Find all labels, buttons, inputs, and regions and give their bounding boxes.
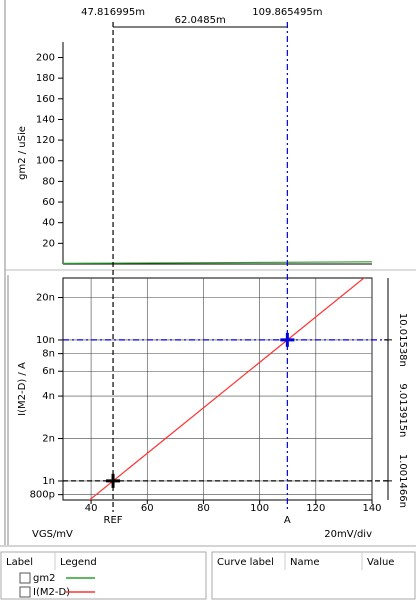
legend-label: gm2: [33, 573, 55, 584]
y-tick-label: 2n: [42, 434, 55, 445]
y-tick-label: 140: [36, 114, 55, 125]
cursor-cross: [280, 332, 295, 347]
y-tick-label: 100: [36, 156, 55, 167]
cursor-x-value: 47.816995m: [81, 7, 145, 18]
y-tick-label: 4n: [42, 391, 55, 402]
y-tick-label: 1n: [42, 476, 55, 487]
cursor-delta-x: 62.0485m: [175, 15, 226, 26]
cursor-cross: [106, 473, 121, 488]
y-tick-label: 8n: [42, 349, 55, 360]
column-header: Value: [367, 557, 394, 568]
y-tick-label: 80: [42, 176, 55, 187]
y-tick-label: 160: [36, 94, 55, 105]
x-tick-label: 60: [141, 503, 154, 514]
legend-checkbox[interactable]: [19, 572, 31, 584]
cursor-y-value: 10.01538n: [397, 313, 408, 367]
x-tick-label: 80: [197, 503, 210, 514]
cursor-delta-y: 9.013915n: [397, 383, 408, 437]
column-header: Label: [6, 557, 33, 568]
x-tick-label: 100: [250, 503, 269, 514]
x-axis-label: VGS/mV: [32, 529, 73, 540]
y-tick-label: 20n: [36, 293, 55, 304]
cursor-name: A: [284, 515, 291, 526]
y-tick-label: 60: [42, 197, 55, 208]
y-tick-label: 40: [42, 218, 55, 229]
cursor-x-value: 109.865495m: [252, 7, 322, 18]
x-scale-label: 20mV/div: [324, 529, 372, 540]
y-axis-label: I(M2-D) / A: [17, 362, 28, 416]
y-tick-label: 20: [42, 238, 55, 249]
y-tick-label: 800p: [30, 490, 55, 501]
y-tick-label: 10n: [36, 335, 55, 346]
y-tick-label: 180: [36, 73, 55, 84]
y-tick-label: 120: [36, 135, 55, 146]
cursor-name: REF: [104, 515, 123, 526]
y-tick-label: 200: [36, 52, 55, 63]
x-tick-label: 120: [306, 503, 325, 514]
legend-box: [0, 551, 207, 600]
x-tick-label: 140: [362, 503, 381, 514]
y-tick-label: 6n: [42, 366, 55, 377]
value-box: [211, 551, 416, 600]
column-header: Curve label: [217, 557, 274, 568]
column-header: Legend: [60, 557, 97, 568]
legend-checkbox[interactable]: [19, 586, 31, 598]
cursor-y-value: 1.001466n: [397, 454, 408, 508]
legend-label: I(M2-D): [33, 587, 70, 598]
y-axis-label: gm2 / uSie: [17, 126, 28, 180]
series-line: [88, 278, 365, 500]
plot-frame: [62, 277, 373, 501]
x-tick-label: 40: [85, 503, 98, 514]
series-line: [63, 261, 372, 264]
column-header: Name: [290, 557, 320, 568]
